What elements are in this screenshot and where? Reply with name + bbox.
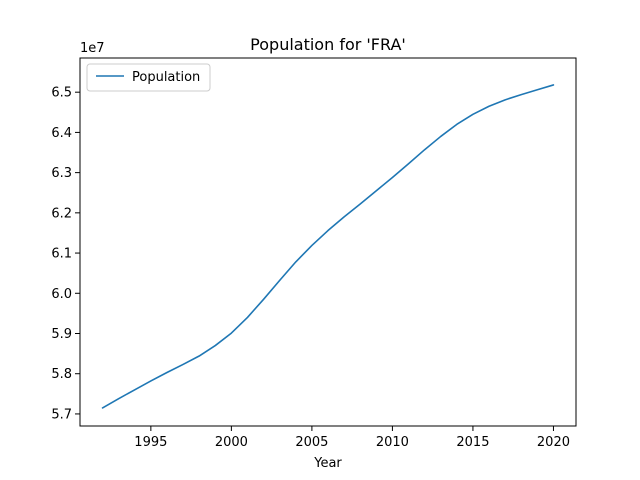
- y-tick-label: 6.1: [51, 247, 72, 262]
- legend: Population: [86, 63, 211, 92]
- plot-area: [101, 84, 555, 409]
- x-tick-label: 1995: [134, 435, 167, 450]
- y-tick-label: 5.9: [51, 327, 72, 342]
- x-tick-label: 2015: [456, 435, 489, 450]
- y-tick-label: 6.5: [51, 86, 72, 101]
- chart-title: Population for 'FRA': [250, 35, 406, 54]
- y-tick-label: 6.3: [51, 166, 72, 181]
- y-tick-label: 6.2: [51, 206, 72, 221]
- series-line-population: [101, 84, 555, 409]
- x-axis-label: Year: [313, 456, 342, 471]
- y-axis-ticks: 5.7 5.8 5.9 6.0 6.1 6.2 6.3 6.4 6.5: [51, 86, 80, 422]
- y-offset-label: 1e7: [80, 41, 105, 56]
- y-tick-label: 6.4: [51, 126, 72, 141]
- plot-frame: [79, 57, 577, 427]
- x-tick-label: 2020: [537, 435, 570, 450]
- legend-label-population: Population: [132, 70, 200, 85]
- legend-box: [86, 63, 211, 92]
- y-tick-label: 5.8: [51, 367, 72, 382]
- y-tick-label: 5.7: [51, 407, 72, 422]
- x-tick-label: 2005: [295, 435, 328, 450]
- x-tick-label: 2000: [215, 435, 248, 450]
- x-tick-label: 2010: [376, 435, 409, 450]
- y-tick-label: 6.0: [51, 287, 72, 302]
- x-axis-ticks: 1995 2000 2005 2010 2015 2020: [134, 426, 570, 450]
